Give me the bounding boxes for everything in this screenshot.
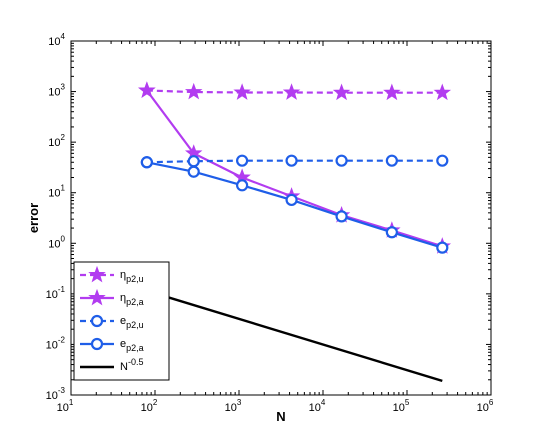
- series-3-point: [187, 165, 200, 178]
- series-3-point: [436, 241, 449, 254]
- x-tick-label: 102: [141, 398, 158, 414]
- legend-label-4: N-0.5: [120, 357, 143, 373]
- y-tick-label: 100: [48, 234, 65, 250]
- series-0-point: [184, 82, 203, 100]
- legend-label-0: ηp2,u: [120, 269, 144, 284]
- series-2-point: [385, 154, 398, 167]
- legend-marker-2: [90, 314, 104, 328]
- series-line-4: [146, 289, 443, 383]
- series-2-point: [335, 154, 348, 167]
- series-2-point: [285, 154, 298, 167]
- legend-box: [73, 261, 170, 381]
- series-2-point: [187, 155, 200, 168]
- legend-label-3: ep2,a: [120, 338, 144, 353]
- y-tick-label: 102: [48, 133, 65, 149]
- x-axis-label: N: [276, 409, 285, 424]
- y-axis-label: error: [26, 203, 41, 233]
- y-tick-label: 10-3: [46, 386, 66, 402]
- legend: ηp2,u ηp2,a ep2,u ep2,a N-0.5: [73, 261, 170, 381]
- y-tick-label: 10-2: [46, 335, 66, 351]
- legend-label-2: ep2,u: [120, 315, 144, 330]
- series-2-point: [436, 154, 449, 167]
- y-tick-label: 103: [48, 83, 65, 99]
- series-3-point: [236, 179, 249, 192]
- series-3-point: [285, 193, 298, 207]
- x-tick-label: 105: [393, 398, 410, 414]
- y-tick-label: 101: [48, 184, 65, 200]
- legend-marker-1: [88, 288, 106, 306]
- series-0-point: [282, 83, 301, 100]
- series-0-point: [383, 83, 401, 101]
- series-3-point: [335, 210, 348, 223]
- legend-marker-0: [88, 265, 106, 283]
- x-tick-label: 104: [309, 398, 326, 414]
- x-tick-label: 101: [57, 398, 74, 414]
- series-0-point: [332, 83, 351, 101]
- series-0-point: [233, 83, 251, 100]
- plot-frame: [70, 40, 492, 396]
- y-tick-label: 10-1: [46, 285, 66, 301]
- series-3-point: [140, 156, 153, 169]
- x-tick-label: 103: [225, 398, 242, 414]
- series-0-point: [433, 83, 452, 101]
- series-1-point: [138, 81, 156, 98]
- y-tick-label: 104: [48, 32, 65, 48]
- legend-marker-3: [90, 337, 104, 351]
- x-tick-label: 106: [477, 398, 494, 414]
- series-2-point: [236, 154, 249, 167]
- series-3-point: [385, 226, 398, 239]
- series-layer: [138, 81, 452, 383]
- ticks-layer: 101 102 103 104 105 106 10-3 10-2 10-1 100 101 102 1…: [46, 32, 494, 414]
- legend-label-1: ηp2,a: [120, 292, 144, 307]
